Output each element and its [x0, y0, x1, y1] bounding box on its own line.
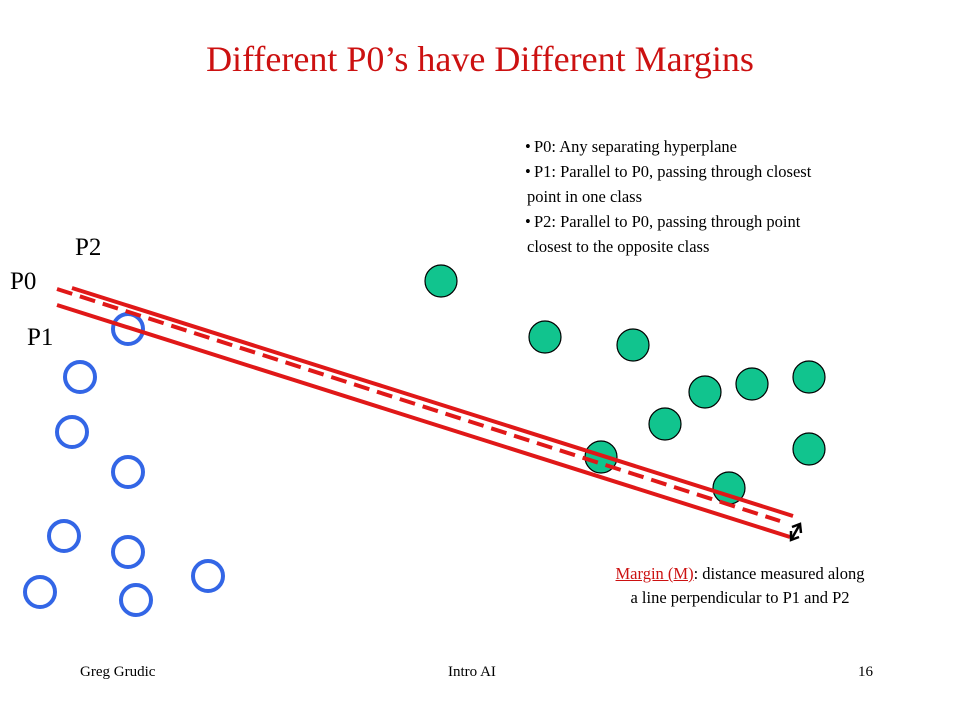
filled-circle-point	[735, 367, 769, 401]
open-circle-point	[47, 519, 81, 553]
open-circle-point	[111, 535, 145, 569]
p0-dashed-line	[56, 287, 781, 523]
open-circle-class	[23, 312, 225, 617]
open-circle-point	[119, 583, 153, 617]
filled-circle-point	[792, 360, 826, 394]
filled-circle-point	[528, 320, 562, 354]
margin-definition-line2: a line perpendicular to P1 and P2	[630, 588, 850, 607]
bullet-p2: P2: Parallel to P0, passing through poin…	[525, 209, 847, 259]
filled-circle-point	[792, 432, 826, 466]
p1-label: P1	[27, 324, 54, 351]
margin-definition: : distance measured along	[693, 564, 865, 583]
slide-title: Different P0’s have Different Margins	[206, 39, 754, 79]
open-circle-point	[63, 360, 97, 394]
p0-label: P0	[10, 268, 37, 295]
filled-circle-point	[616, 328, 650, 362]
p1-line	[56, 303, 791, 539]
p2-label: P2	[75, 234, 102, 261]
margin-arrow-icon	[789, 522, 803, 542]
filled-circle-point	[688, 375, 722, 409]
margin-note: Margin (M): distance measured along a li…	[555, 562, 925, 610]
p2-line	[71, 286, 794, 518]
open-circle-point	[111, 455, 145, 489]
footer-page-number: 16	[858, 664, 873, 680]
margin-term: Margin (M)	[615, 564, 694, 583]
open-circle-point	[23, 575, 57, 609]
filled-circle-class	[424, 264, 826, 505]
open-circle-point	[55, 415, 89, 449]
footer-author: Greg Grudic	[80, 664, 156, 680]
bullet-p0: P0: Any separating hyperplane	[525, 134, 847, 159]
open-circle-point	[191, 559, 225, 593]
definitions-list: P0: Any separating hyperplane P1: Parall…	[525, 134, 847, 259]
footer-course: Intro AI	[448, 664, 496, 680]
filled-circle-point	[648, 407, 682, 441]
open-circle-point	[111, 312, 145, 346]
bullet-p1: P1: Parallel to P0, passing through clos…	[525, 159, 847, 209]
filled-circle-point	[424, 264, 458, 298]
